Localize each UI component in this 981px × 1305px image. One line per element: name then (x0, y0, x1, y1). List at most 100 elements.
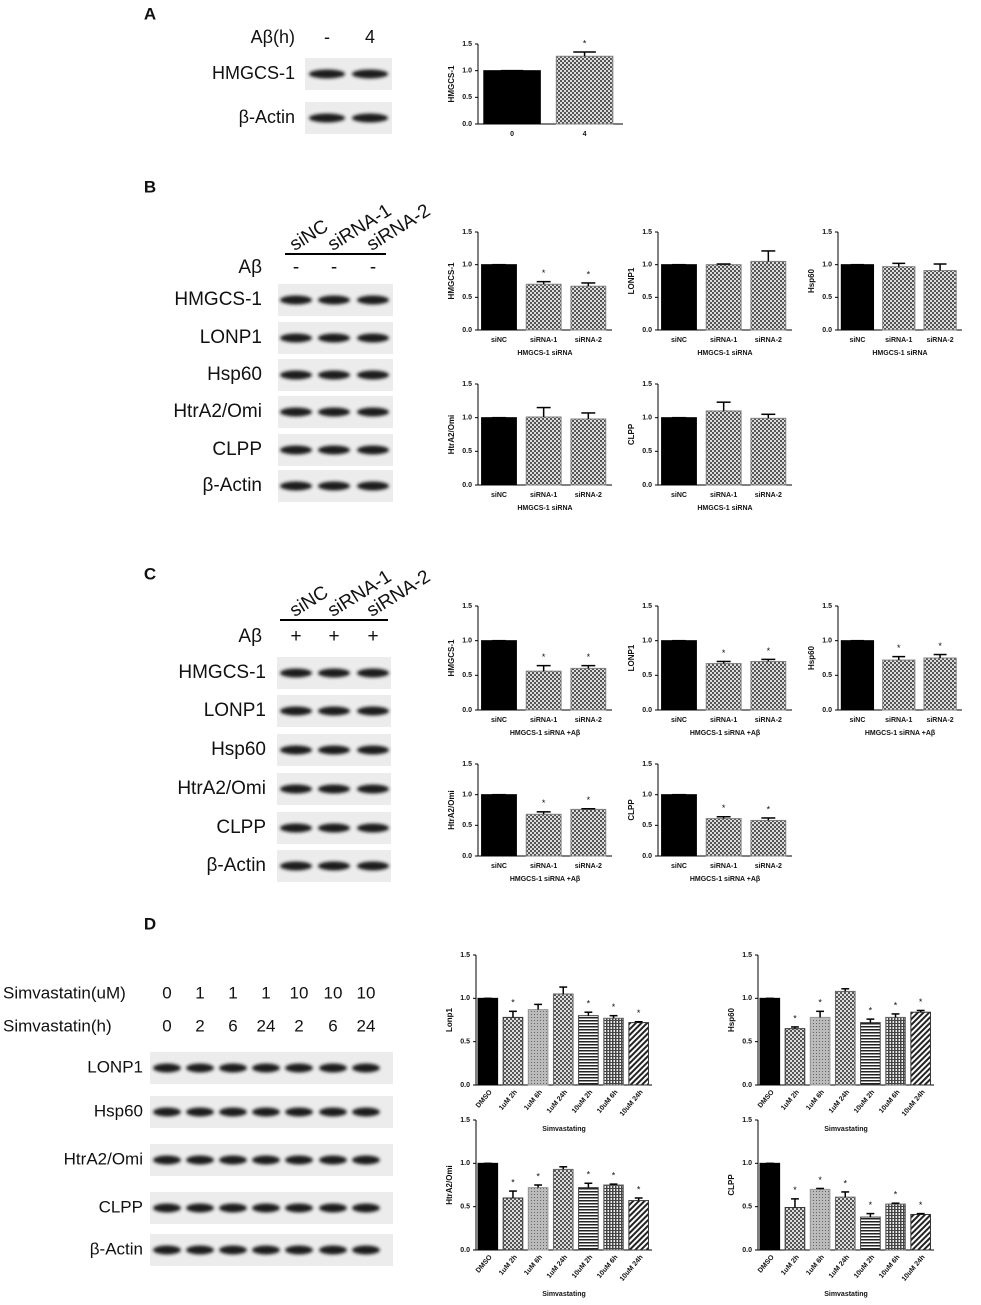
x-tick-label: siRNA-1 (530, 717, 557, 724)
y-tick-label: 0.5 (462, 822, 472, 829)
y-tick-label: 1.5 (462, 761, 472, 768)
y-tick-label: 1.5 (822, 603, 832, 610)
x-tick-label: 10uM 24h (901, 1089, 927, 1118)
blot-band (357, 407, 389, 417)
x-tick-label: siNC (491, 863, 507, 870)
y-axis-label: CLPP (627, 799, 636, 821)
y-tick-label: 1.0 (462, 638, 472, 645)
lane-label: - (331, 257, 337, 278)
bar (923, 657, 957, 711)
blot-band (219, 1245, 247, 1255)
blot-row-label: HtrA2/Omi (64, 1149, 143, 1168)
x-axis-label: HMGCS-1 siRNA +Aβ (510, 876, 581, 883)
bar (882, 266, 916, 331)
blot-band (285, 1107, 313, 1117)
blot-band (318, 784, 350, 794)
x-axis-label: HMGCS-1 siRNA (872, 350, 927, 357)
y-tick-label: 0.5 (460, 1204, 470, 1211)
blot-band (252, 1155, 280, 1165)
bar (552, 1168, 574, 1251)
y-tick-label: 1.0 (822, 638, 832, 645)
x-tick-label: 1uM 6h (805, 1254, 826, 1277)
significance: * (894, 1000, 898, 1010)
blot-band (280, 407, 312, 417)
blot-band (280, 295, 312, 305)
y-axis-label: HtrA2/Omi (445, 1165, 454, 1205)
blot-band (319, 1245, 347, 1255)
blot-band (280, 823, 312, 833)
y-axis-label: Hsp60 (727, 1007, 736, 1032)
blot-band (319, 1203, 347, 1213)
blot-band (318, 481, 350, 491)
y-tick-label: 1.5 (742, 1117, 752, 1124)
blot-band (308, 69, 346, 79)
x-tick-label: 10uM 6h (596, 1254, 619, 1280)
blot-row-label: HtrA2/Omi (177, 778, 266, 799)
blot-band (319, 1155, 347, 1165)
lane-label: 0 (162, 1016, 171, 1035)
bar (910, 1213, 931, 1251)
y-tick-label: 0.5 (460, 1039, 470, 1046)
lane-label: + (367, 626, 378, 647)
blot-band (219, 1203, 247, 1213)
blot-row-label: β-Actin (90, 1239, 143, 1258)
significance: * (612, 1002, 616, 1012)
blot-row-label: LONP1 (204, 700, 266, 721)
blot-band (280, 861, 312, 871)
x-axis-label: HMGCS-1 siRNA +Aβ (510, 730, 581, 737)
blot-band (153, 1245, 181, 1255)
y-axis-label: Hsp60 (807, 645, 816, 670)
blot-row-label: HMGCS-1 (174, 289, 262, 310)
x-tick-label: siNC (671, 337, 687, 344)
y-tick-label: 0.0 (642, 482, 652, 489)
lane-name: siNC (286, 582, 332, 622)
y-tick-label: 1.5 (742, 952, 752, 959)
bar (759, 1162, 781, 1251)
panel-letter: C (144, 564, 156, 583)
blot-band (318, 861, 350, 871)
blot-band (352, 1063, 380, 1073)
lane-label: 4 (365, 27, 375, 47)
blot-row-label: HMGCS-1 (212, 63, 295, 83)
significance: * (793, 1013, 797, 1023)
blot-band (357, 481, 389, 491)
significance: * (536, 1171, 540, 1181)
significance: * (587, 795, 591, 805)
blot-band (280, 706, 312, 716)
significance: * (511, 1177, 515, 1187)
x-tick-label: siRNA-2 (575, 337, 602, 344)
y-tick-label: 1.5 (642, 603, 652, 610)
x-tick-label: siRNA-1 (885, 337, 912, 344)
x-tick-label: 1uM 24h (546, 1089, 569, 1115)
y-axis-label: Lonp1 (445, 1007, 454, 1032)
y-tick-label: 1.5 (462, 41, 472, 48)
y-tick-label: 0.0 (460, 1082, 470, 1089)
x-tick-label: siRNA-2 (755, 492, 782, 499)
bar (661, 264, 697, 331)
y-tick-label: 0.5 (642, 822, 652, 829)
y-tick-label: 0.0 (642, 853, 652, 860)
y-tick-label: 0.5 (822, 672, 832, 679)
x-tick-label: siRNA-1 (710, 717, 737, 724)
blot-band (285, 1203, 313, 1213)
x-tick-label: siRNA-1 (885, 717, 912, 724)
significance: * (542, 798, 546, 808)
lane-label: 10 (324, 983, 343, 1002)
bar (628, 1022, 649, 1086)
y-axis-label: LONP1 (627, 644, 636, 671)
bar (555, 55, 614, 125)
blot-band (219, 1155, 247, 1165)
y-tick-label: 1.5 (462, 381, 472, 388)
panel-letter: B (144, 177, 156, 196)
blot-band (357, 823, 389, 833)
blot-band (351, 113, 389, 123)
significance: * (587, 269, 591, 279)
x-axis-label: Simvastating (824, 1126, 868, 1133)
bar (834, 990, 856, 1086)
x-tick-label: siRNA-1 (710, 492, 737, 499)
blot-band (357, 295, 389, 305)
y-tick-label: 0.5 (642, 448, 652, 455)
bar (578, 1187, 599, 1251)
blot-band (352, 1203, 380, 1213)
x-axis-label: Simvastating (542, 1291, 586, 1298)
